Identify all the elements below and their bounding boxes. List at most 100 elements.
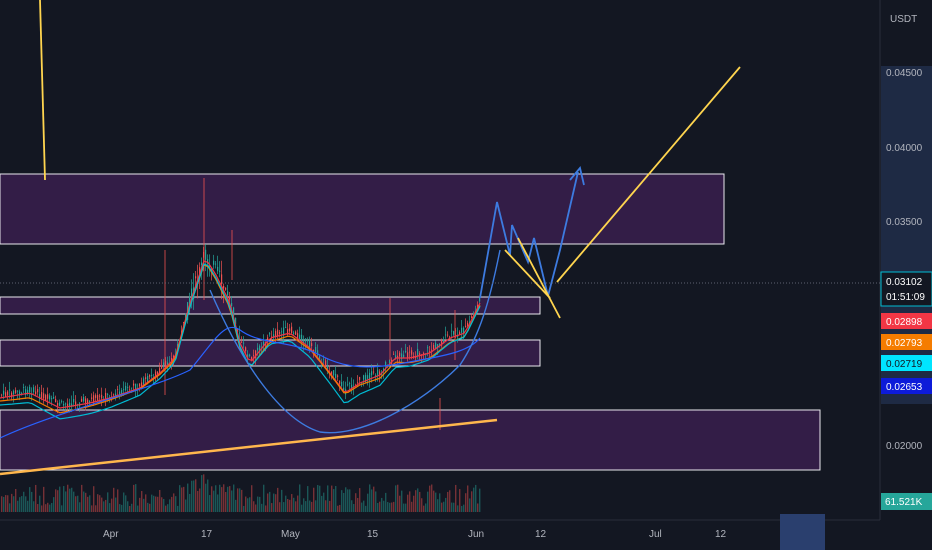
volume-bar [81, 484, 83, 512]
volume-bar [241, 489, 243, 512]
volume-bar [193, 480, 195, 512]
candle-body [157, 371, 159, 376]
volume-bar [307, 486, 309, 512]
candle-body [113, 394, 115, 396]
y-tick-label: 0.03500 [886, 217, 923, 228]
volume-bar [373, 486, 375, 512]
candle-body [373, 371, 375, 373]
candle-body [123, 389, 125, 391]
volume-bar [329, 500, 331, 512]
candle-body [145, 377, 147, 380]
candle-body [177, 343, 179, 347]
volume-bar [457, 505, 459, 512]
candle-body [35, 391, 37, 395]
flag-line-upper [504, 249, 551, 299]
volume-bar [247, 498, 249, 512]
volume-bar [29, 487, 31, 512]
candle-body [307, 340, 309, 342]
candle-body [377, 369, 379, 376]
volume-bar [159, 489, 161, 512]
y-highlight-band [881, 66, 932, 404]
candle-body [471, 316, 473, 318]
candle-body [47, 394, 49, 399]
candle-body [235, 317, 237, 325]
volume-bar [217, 494, 219, 512]
candle-body [127, 387, 129, 388]
volume-bar [303, 498, 305, 512]
volume-bar [245, 496, 247, 512]
last-price-tag [880, 271, 932, 307]
candle-body [45, 395, 47, 401]
candle-body [269, 333, 271, 335]
volume-bar [423, 505, 425, 512]
candle-body [303, 341, 305, 344]
candle-body [97, 394, 99, 401]
volume-bar [199, 488, 201, 512]
volume-bar [189, 493, 191, 512]
candle-body [479, 297, 481, 302]
projection-path [479, 171, 579, 299]
volume-bar [219, 484, 221, 512]
x-tick-label: 15 [367, 529, 379, 540]
volume-bar [89, 495, 91, 512]
candle-body [5, 392, 7, 397]
candle-body [131, 387, 133, 389]
candle-body [81, 398, 83, 402]
candle-body [185, 313, 187, 320]
volume-bar [249, 497, 251, 512]
volume-bar [221, 487, 223, 512]
volume-bar [27, 500, 29, 512]
volume-bar [321, 495, 323, 512]
volume-bar [69, 488, 71, 512]
candle-body [239, 332, 241, 334]
candle-body [237, 329, 239, 332]
candle-body [155, 371, 157, 377]
volume-bar [187, 483, 189, 512]
candle-body [293, 332, 295, 334]
volume-bar [345, 487, 347, 512]
volume-bar [43, 486, 45, 512]
volume-bar [15, 488, 17, 512]
volume-bar [141, 491, 143, 512]
volume-bar [223, 484, 225, 512]
volume-bar [45, 504, 47, 512]
candle-body [217, 266, 219, 272]
candle-body [1, 394, 3, 396]
candle-body [411, 350, 413, 355]
candle-body [385, 361, 387, 367]
candle-body [395, 355, 397, 359]
volume-bar [95, 505, 97, 512]
candle-body [191, 288, 193, 297]
candle-body [409, 351, 411, 353]
volume-bar [73, 491, 75, 512]
volume-bar [17, 500, 19, 512]
volume-bar [57, 490, 59, 512]
candle-body [281, 331, 283, 333]
volume-bar [13, 496, 15, 512]
projection-arrowhead [569, 166, 585, 186]
volume-bar [51, 502, 53, 512]
volume-bar [403, 503, 405, 512]
volume-bar [145, 494, 147, 512]
candle-body [73, 399, 75, 403]
price-zone [0, 339, 541, 367]
candle-body [459, 331, 461, 335]
candle-body [115, 393, 117, 396]
volume-bar [287, 499, 289, 512]
volume-bar [363, 500, 365, 512]
candle-body [67, 403, 69, 408]
candle-body [325, 360, 327, 367]
volume-bar [237, 488, 239, 512]
volume-bar [465, 493, 467, 512]
ma-tag-red [881, 313, 932, 329]
candle-body [159, 368, 161, 374]
volume-bar [285, 495, 287, 512]
candle-body [149, 375, 151, 377]
volume-bar [299, 484, 301, 512]
candle-body [317, 350, 319, 356]
candle-body [379, 371, 381, 376]
flag-line-lower [517, 237, 561, 319]
candle-body [165, 360, 167, 365]
ma-tag-red-value: 0.02898 [886, 317, 923, 328]
